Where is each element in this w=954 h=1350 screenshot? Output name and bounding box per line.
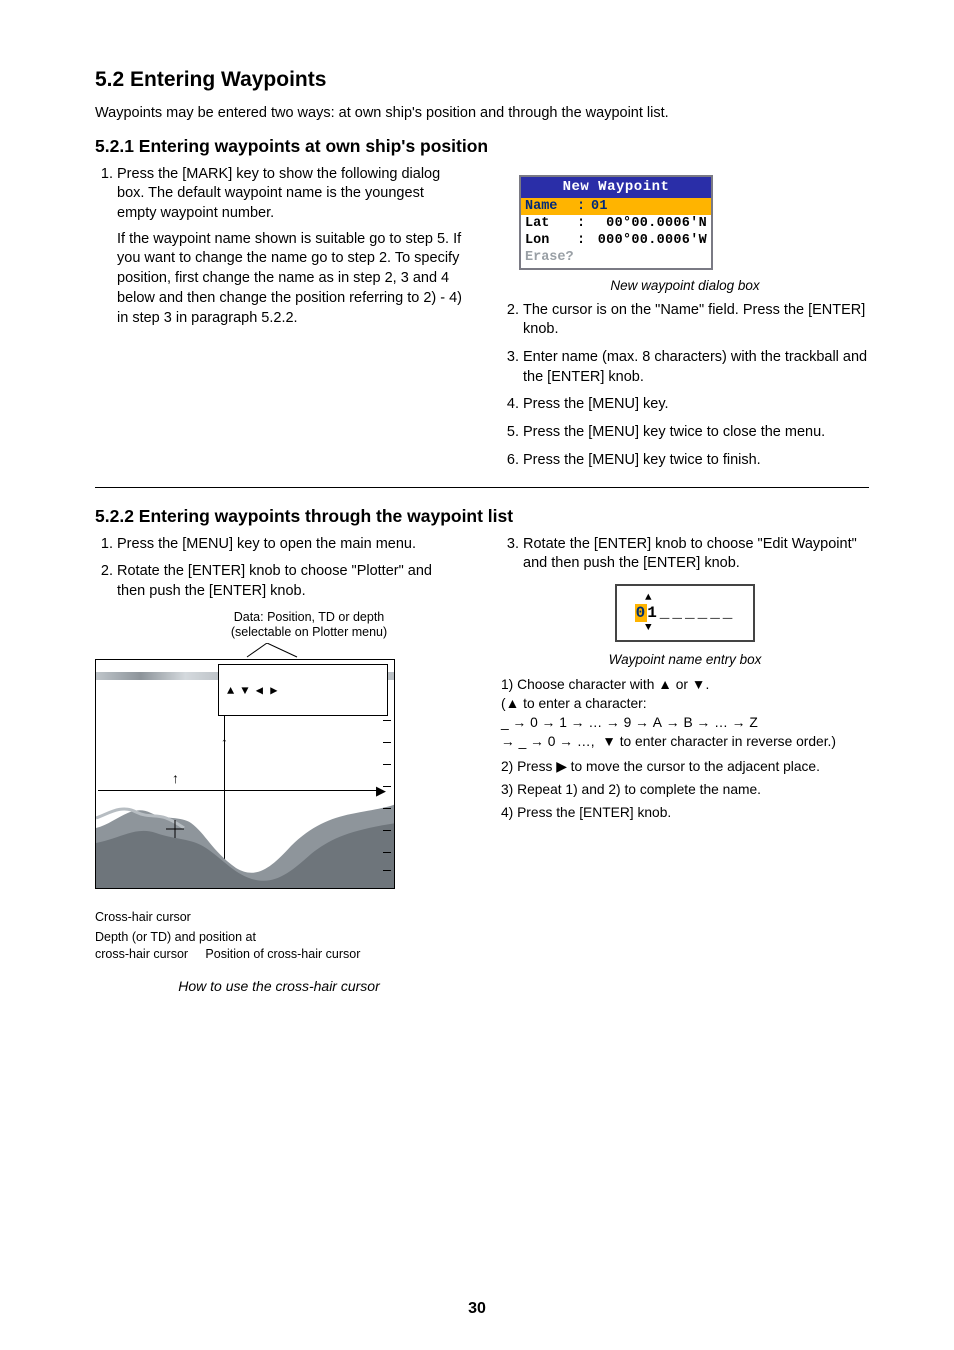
name-label: Name	[525, 199, 573, 214]
lat-label: Lat	[525, 216, 573, 231]
new-waypoint-dialog: New Waypoint Name : 01 Lat : 00°00.0006'…	[519, 175, 713, 270]
divider	[95, 487, 869, 488]
lon-row[interactable]: Lon : 000°00.0006'W	[521, 232, 711, 249]
up-arrow-mid-icon: ↑	[172, 770, 179, 786]
subsection-2-title: 5.2.2 Entering waypoints through the way…	[95, 506, 869, 527]
crosshair-label: Cross-hair cursor	[95, 910, 191, 924]
step1a: Press the [MARK] key to show the followi…	[117, 166, 440, 221]
up-triangle-icon: ▲	[645, 592, 745, 604]
steps-list-1: Press the [MARK] key to show the followi…	[95, 165, 463, 329]
name-entry-instructions: 1) Choose character with ▲ or ▼. (▲ to e…	[501, 675, 869, 822]
step1b: If the waypoint name shown is suitable g…	[117, 231, 462, 326]
uw-data-tab: ▲ ▼ ◀ ▶	[218, 664, 388, 716]
s2-step3: Rotate the [ENTER] knob to choose "Edit …	[523, 535, 869, 574]
lat-row[interactable]: Lat : 00°00.0006'N	[521, 215, 711, 232]
highlighted-char: 0	[635, 604, 648, 622]
s2-step2: Rotate the [ENTER] knob to choose "Plott…	[117, 562, 463, 601]
up-arrow-text2-icon: ▲	[506, 696, 520, 711]
down-triangle-icon: ▼	[645, 622, 745, 634]
right-arrow-text-icon: ▶	[556, 759, 567, 774]
terrain-icon	[96, 768, 395, 888]
uw-panel: ▲ ▼ ◀ ▶ ↑ ▶ ↑	[95, 659, 395, 889]
down-arrow-text-icon: ▼	[692, 677, 706, 692]
crosshair-figure: Data: Position, TD or depth(selectable o…	[95, 610, 463, 994]
lon-label: Lon	[525, 233, 573, 248]
steps-list-1b: The cursor is on the "Name" field. Press…	[501, 301, 869, 471]
up-arrow-icon: ↑	[221, 734, 228, 750]
erase-row[interactable]: Erase?	[521, 249, 711, 268]
callout-pointer-icon	[97, 643, 397, 659]
subsection-1-title: 5.2.1 Entering waypoints at own ship's p…	[95, 136, 869, 157]
lon-value: 000°00.0006'W	[589, 233, 707, 248]
dialog-title: New Waypoint	[521, 177, 711, 198]
step6: Press the [MENU] key twice to finish.	[523, 451, 869, 471]
name-row[interactable]: Name : 01	[521, 198, 711, 215]
arrow-keys-icon: ▲ ▼ ◀ ▶	[227, 683, 277, 698]
up-arrow-text-icon: ▲	[658, 677, 672, 692]
step3: Enter name (max. 8 characters) with the …	[523, 348, 869, 387]
wp-dialog-caption: New waypoint dialog box	[501, 278, 869, 293]
step4: Press the [MENU] key.	[523, 395, 869, 415]
steps-list-2b: Rotate the [ENTER] knob to choose "Edit …	[501, 535, 869, 574]
name-value: 01	[589, 199, 707, 214]
rest-chars: 1______	[647, 604, 735, 622]
crosshair-cursor-icon	[166, 820, 184, 838]
down-arrow-text2-icon: ▼	[602, 734, 616, 749]
uw-top-caption: Data: Position, TD or depth(selectable o…	[155, 610, 463, 641]
section-title: 5.2 Entering Waypoints	[95, 68, 869, 92]
step5: Press the [MENU] key twice to close the …	[523, 423, 869, 443]
uw-big-caption: How to use the cross-hair cursor	[95, 978, 463, 994]
step2: The cursor is on the "Name" field. Press…	[523, 301, 869, 340]
lat-value: 00°00.0006'N	[589, 216, 707, 231]
intro-text: Waypoints may be entered two ways: at ow…	[95, 104, 869, 124]
page-number: 30	[0, 1300, 954, 1318]
name-entry-box[interactable]: ▲ 01______ ▼	[615, 584, 755, 642]
s2-step1: Press the [MENU] key to open the main me…	[117, 535, 463, 555]
name-entry-caption: Waypoint name entry box	[501, 652, 869, 667]
uw-bottom-labels: Cross-hair cursor Depth (or TD) and posi…	[95, 909, 463, 962]
steps-list-2: Press the [MENU] key to open the main me…	[95, 535, 463, 602]
